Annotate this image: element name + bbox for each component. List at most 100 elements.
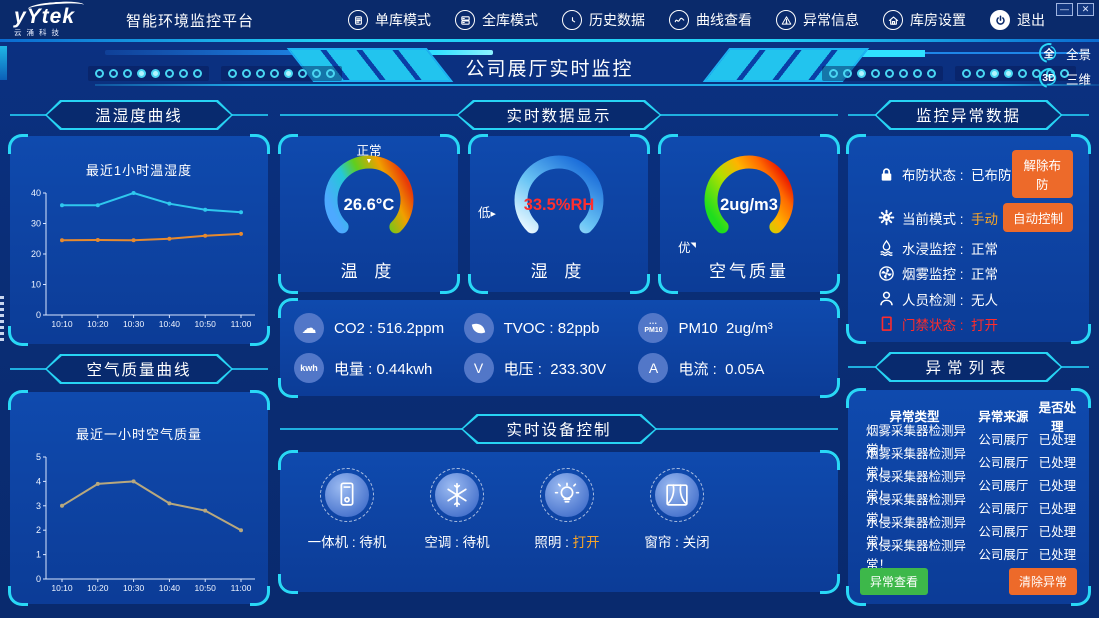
app-title: 智能环境监控平台 [126, 12, 255, 30]
clear-abnormal-button[interactable]: 清除异常 [1008, 568, 1077, 595]
logo-text: yYtek [14, 4, 76, 28]
corner-accent [278, 298, 298, 318]
device-all-in-one-control[interactable]: 一体机 : 待机 [304, 468, 390, 582]
close-button[interactable]: ✕ [1077, 3, 1094, 16]
dot [829, 69, 838, 78]
section-realtime-data: 实时数据显示 [280, 100, 838, 130]
status-row-person: 人员检测 : 无人 [878, 289, 1077, 309]
auto-control-button[interactable]: 自动控制 [1002, 203, 1073, 233]
dot-group [221, 66, 342, 81]
table-cell: 水侵采集器检测异常！ [866, 515, 967, 549]
device-air-conditioner-control[interactable]: 空调 : 待机 [414, 468, 500, 582]
table-cell: 已处理 [1038, 502, 1077, 516]
menu-item-alarm[interactable]: 异常信息 [776, 10, 859, 30]
humidity-gauge-panel: 低▶ 33.5%RH 湿 度 [468, 134, 650, 294]
curtain-icon[interactable] [650, 468, 704, 522]
section-device-control: 实时设备控制 [280, 414, 838, 444]
monitor-status-panel: 布防状态 : 已布防 解除布防 当前模式 : 手动 自动控制 水浸监控 : 正常 烟雾监控… [846, 134, 1091, 344]
lighting-icon[interactable] [540, 468, 594, 522]
sensor-readouts-panel: ☁ CO2 : 516.2ppm TVOC : 82ppb ••• PM10 PM10 2… [278, 298, 840, 398]
svg-text:2: 2 [36, 525, 41, 535]
corner-accent [630, 274, 650, 294]
all-in-one-icon[interactable] [320, 468, 374, 522]
menu-item-all-warehouse[interactable]: 全库模式 [455, 10, 538, 30]
dot-group [822, 66, 943, 81]
dot [151, 69, 160, 78]
corner-accent [250, 134, 270, 154]
device-lighting-control[interactable]: 照明 : 打开 [524, 468, 610, 582]
sensor-voltage: V 电压 : 233.30V [463, 353, 639, 383]
table-cell: 水侵采集器检测异常！ [866, 469, 967, 503]
status-text: 门禁状态 : 打开 [902, 317, 999, 333]
minimize-button[interactable]: — [1056, 3, 1073, 16]
dot [1004, 69, 1013, 78]
svg-text:10:50: 10:50 [195, 319, 217, 329]
alarm-icon [776, 10, 796, 30]
dot [871, 69, 880, 78]
corner-accent [440, 274, 460, 294]
logo-arc-decoration [27, 0, 85, 14]
svg-text:11:00: 11:00 [231, 319, 252, 329]
temperature-label: 温 度 [340, 262, 398, 281]
sensor-current: A 电流 : 0.05A [638, 353, 824, 383]
corner-accent [1071, 134, 1091, 154]
device-curtain-control[interactable]: 窗帘 : 关闭 [634, 468, 720, 582]
humidity-label: 湿 度 [530, 262, 588, 281]
table-cell: 公司展厅 [978, 456, 1029, 470]
menu-item-power[interactable]: 退出 [990, 10, 1045, 30]
table-cell: 公司展厅 [978, 525, 1029, 539]
air-quality-chart-panel: 最近一小时空气质量 0 1 2 3 4 5 10:10 10:20 10:30 10:40 10:5… [8, 390, 270, 606]
svg-text:1: 1 [36, 550, 41, 560]
menu-item-warehouse-settings[interactable]: 库房设置 [883, 10, 966, 30]
corner-accent [250, 326, 270, 346]
air-conditioner-icon[interactable] [430, 468, 484, 522]
svg-text:0: 0 [36, 574, 41, 584]
table-cell: 已处理 [1038, 433, 1077, 447]
table-row: 水侵采集器检测异常！ 公司展厅 已处理 [856, 470, 1081, 503]
air-quality-value: 2ug/m3 [720, 196, 778, 214]
device-label: 照明 : 打开 [534, 535, 600, 550]
panorama-icon: 全 [1038, 42, 1060, 64]
table-cell: 公司展厅 [978, 502, 1029, 516]
chart-title: 最近一小时空气质量 [75, 427, 202, 442]
disarm-button[interactable]: 解除布防 [1011, 150, 1073, 198]
temperature-value: 26.6°C [343, 196, 395, 214]
svg-text:10:10: 10:10 [51, 319, 73, 329]
table-cell: 公司展厅 [978, 479, 1029, 493]
menu-item-history[interactable]: 历史数据 [562, 10, 645, 30]
power-icon [990, 10, 1010, 30]
table-cell: 已处理 [1038, 548, 1077, 562]
svg-text:10:20: 10:20 [87, 319, 109, 329]
device-label: 一体机 : 待机 [307, 535, 387, 550]
three-d-view-button[interactable]: 3D 三维 [1038, 67, 1091, 89]
voltage-icon: V [463, 353, 494, 383]
sensor-text: PM10 2ug/m³ [678, 319, 773, 337]
menu-item-single-warehouse[interactable]: 单库模式 [348, 10, 431, 30]
company-logo: yYtek 云涌科技 [14, 0, 110, 37]
kwh-icon: kwh [294, 353, 324, 383]
view-abnormal-button[interactable]: 异常查看 [860, 568, 929, 595]
edge-scrollbar[interactable] [0, 296, 4, 344]
device-control-panel: 一体机 : 待机 空调 : 待机 照明 : 打开 窗帘 : 关闭 [278, 450, 840, 594]
corner-accent [278, 134, 298, 154]
table-row: 水侵采集器检测异常！ 公司展厅 已处理 [856, 516, 1081, 549]
door-icon [878, 315, 902, 333]
logo-subtext: 云涌科技 [14, 27, 64, 37]
corner-accent [846, 586, 866, 606]
panorama-view-button[interactable]: 全 全景 [1038, 42, 1091, 64]
table-header-row: 异常类型 异常来源 是否处理 [856, 401, 1081, 434]
svg-text:10:30: 10:30 [123, 319, 145, 329]
page-title: 公司展厅实时监控 [465, 59, 634, 80]
tvoc-leaf-icon [463, 313, 494, 343]
sensor-co2-cloud: ☁ CO2 : 516.2ppm [294, 313, 464, 343]
humidity-status: 低▶ [478, 206, 496, 220]
dot [843, 69, 852, 78]
svg-text:20: 20 [31, 249, 41, 259]
corner-accent [8, 390, 28, 410]
table-row: 水侵采集器检测异常！ 公司展厅 已处理 [856, 493, 1081, 526]
status-row-gear: 当前模式 : 手动 自动控制 [878, 203, 1077, 233]
corner-accent [1071, 586, 1091, 606]
menu-item-curve[interactable]: 曲线查看 [669, 10, 752, 30]
svg-text:40: 40 [31, 188, 41, 198]
humidity-gauge-arc [514, 155, 604, 234]
